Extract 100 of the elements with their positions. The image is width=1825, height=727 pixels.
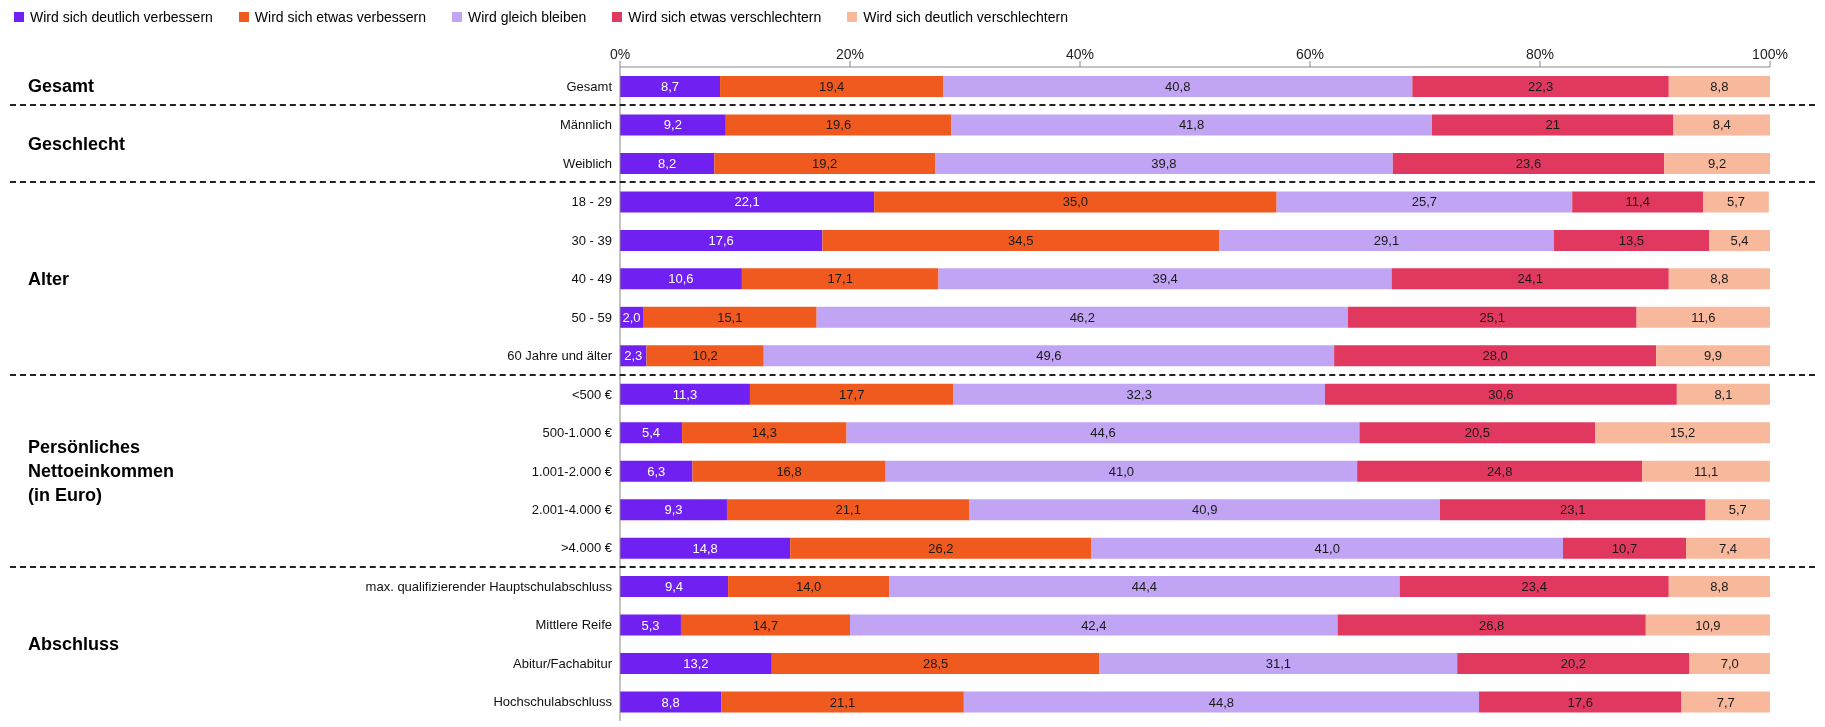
data-label: 7,0	[1720, 656, 1739, 672]
data-label: 40,8	[1165, 79, 1191, 94]
x-tick-label: 0%	[609, 46, 631, 62]
bar	[1337, 614, 1646, 636]
bar	[1431, 114, 1674, 136]
data-label: 10,9	[1695, 617, 1721, 633]
y-tick-label: Hochschulabschluss	[493, 694, 613, 710]
bar	[763, 345, 1335, 367]
bar	[1391, 268, 1669, 290]
bar	[1668, 76, 1770, 97]
text: Persönliches Nettoeinkommen (in Euro)	[28, 435, 176, 507]
bar	[643, 306, 817, 328]
data-label: 7,4	[1718, 540, 1738, 556]
data-label: 11,4	[1625, 194, 1650, 210]
data-label: 30,6	[1488, 386, 1514, 402]
bar	[951, 114, 1432, 136]
data-label: 40,9	[1192, 502, 1218, 518]
bar	[822, 229, 1220, 251]
bar	[1357, 460, 1643, 482]
data-label: 24,1	[1517, 271, 1543, 287]
data-label: 14,7	[752, 617, 779, 633]
bar	[1656, 345, 1770, 367]
bar	[680, 614, 850, 636]
data-label: 25,7	[1411, 194, 1438, 210]
bar	[620, 614, 681, 636]
data-label: 17,6	[708, 232, 734, 248]
y-tick-label: 60 Jahre und älter	[507, 348, 613, 364]
bar	[1276, 191, 1573, 213]
data-label: 14,0	[795, 579, 822, 595]
y-tick-label: 2.001-4.000 €	[531, 502, 613, 518]
bar	[726, 499, 970, 521]
bar	[1664, 152, 1770, 174]
bar	[1689, 653, 1770, 675]
data-label: 5,4	[1730, 232, 1749, 248]
data-label: 41,0	[1108, 463, 1135, 479]
bar	[790, 537, 1092, 559]
bar	[741, 268, 939, 290]
data-label: 8,1	[1714, 386, 1733, 402]
bar	[1324, 383, 1677, 405]
data-label: 13,5	[1618, 232, 1645, 248]
data-label: 5,7	[1727, 194, 1746, 210]
bar	[1347, 306, 1637, 328]
bar	[620, 76, 721, 97]
bar	[1668, 576, 1770, 598]
data-label: 10,2	[692, 348, 718, 364]
data-label: 8,8	[661, 694, 680, 710]
legend-label: Wird sich deutlich verschlechtern	[863, 9, 1068, 25]
data-label: 19,2	[812, 155, 838, 171]
data-label: 7,7	[1716, 694, 1735, 710]
data-label: 44,4	[1131, 579, 1158, 595]
legend-label: Wird sich etwas verschlechtern	[628, 9, 822, 25]
data-label: 39,4	[1152, 271, 1178, 287]
bar	[721, 691, 964, 713]
y-tick-label: 40 - 49	[571, 271, 612, 287]
data-label: 46,2	[1069, 309, 1095, 325]
data-label: 2,0	[622, 309, 641, 325]
data-label: 15,2	[1669, 425, 1696, 441]
data-label: 26,8	[1479, 617, 1505, 633]
data-label: 19,6	[825, 117, 852, 133]
bar	[1636, 306, 1770, 328]
data-label: 9,2	[1708, 155, 1727, 171]
data-label: 20,5	[1464, 425, 1490, 441]
bar	[885, 460, 1358, 482]
data-label: 23,6	[1515, 155, 1542, 171]
bar	[943, 76, 1413, 97]
bar	[963, 691, 1480, 713]
data-label: 24,8	[1487, 463, 1513, 479]
text: Gesamt	[28, 75, 96, 99]
data-label: 39,8	[1151, 155, 1177, 171]
bar	[846, 422, 1360, 444]
x-tick-label: 100%	[1752, 46, 1788, 62]
data-label: 8,2	[658, 155, 677, 171]
bar	[935, 152, 1393, 174]
bar	[874, 191, 1277, 213]
data-label: 23,4	[1521, 579, 1547, 595]
data-label: 17,1	[827, 271, 853, 287]
data-label: 14,3	[751, 425, 777, 441]
bar	[1595, 422, 1770, 444]
data-label: 21	[1545, 117, 1560, 133]
data-label: 6,3	[647, 463, 666, 479]
data-label: 44,6	[1090, 425, 1116, 441]
data-label: 11,3	[672, 386, 698, 402]
bar	[1439, 499, 1706, 521]
bar	[1686, 537, 1770, 559]
data-label: 5,7	[1728, 502, 1747, 518]
data-label: 17,7	[839, 386, 865, 402]
bar	[682, 422, 847, 444]
bar	[1645, 614, 1770, 636]
data-label: 11,1	[1694, 463, 1719, 479]
data-label: 14,8	[692, 540, 718, 556]
bar	[620, 537, 791, 559]
bar	[620, 422, 683, 444]
bar	[620, 191, 875, 213]
bar	[725, 114, 952, 136]
data-label: 9,4	[665, 579, 684, 595]
bar	[620, 383, 750, 405]
y-tick-label: >4.000 €	[561, 540, 613, 556]
data-label: 42,4	[1081, 617, 1107, 633]
data-label: 15,1	[717, 309, 743, 325]
bar	[620, 499, 727, 521]
